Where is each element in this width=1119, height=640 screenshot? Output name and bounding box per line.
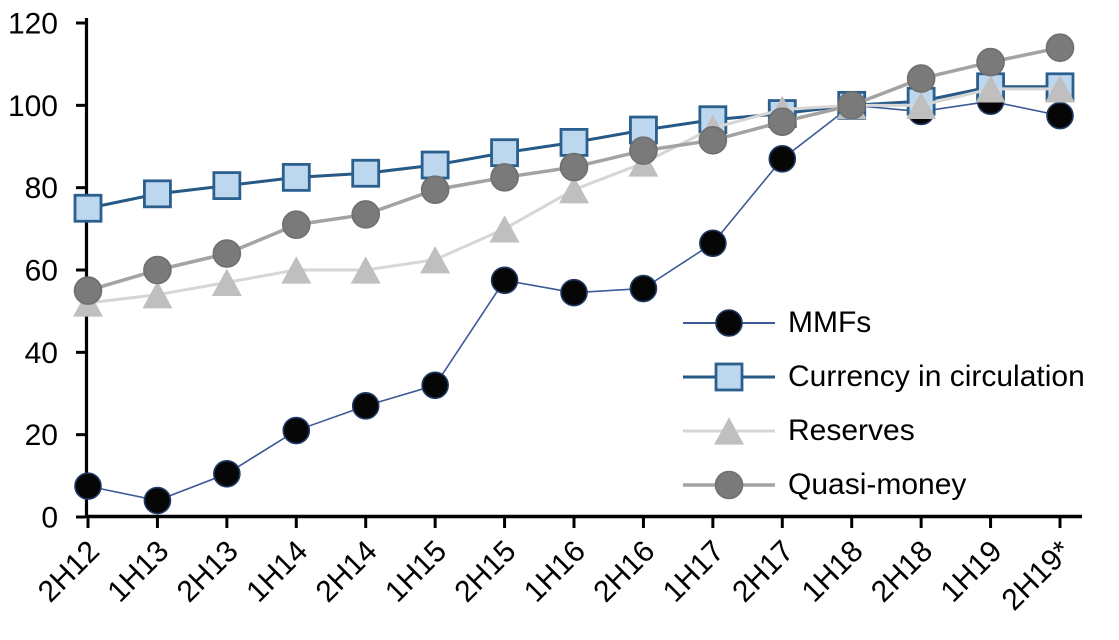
legend-label-currency-in-circulation: Currency in circulation: [788, 360, 1085, 393]
legend-item-reserves: Reserves: [683, 404, 1085, 458]
svg-text:60: 60: [25, 255, 58, 288]
svg-text:120: 120: [8, 8, 58, 41]
svg-text:2H14: 2H14: [310, 535, 384, 609]
chart-legend: MMFs Currency in circulation Reserves Qu…: [683, 296, 1085, 512]
svg-text:1H14: 1H14: [240, 535, 314, 609]
svg-text:1H18: 1H18: [796, 535, 870, 609]
svg-text:20: 20: [25, 419, 58, 452]
mmfs-marker-icon: [683, 305, 775, 341]
svg-text:100: 100: [8, 90, 58, 123]
svg-text:2H15: 2H15: [448, 535, 522, 609]
svg-text:2H17: 2H17: [726, 535, 800, 609]
svg-text:40: 40: [25, 337, 58, 370]
svg-text:2H19*: 2H19*: [996, 534, 1079, 617]
legend-item-currency-in-circulation: Currency in circulation: [683, 350, 1085, 404]
legend-item-quasi-money: Quasi-money: [683, 458, 1085, 512]
svg-text:1H17: 1H17: [657, 535, 731, 609]
svg-text:2H18: 2H18: [865, 535, 939, 609]
reserves-marker-icon: [683, 413, 775, 449]
legend-label-mmfs: MMFs: [788, 306, 872, 339]
svg-text:1H15: 1H15: [379, 535, 453, 609]
currency-marker-icon: [683, 359, 775, 395]
legend-label-quasi-money: Quasi-money: [788, 468, 967, 501]
legend-item-mmfs: MMFs: [683, 296, 1085, 350]
svg-text:2H12: 2H12: [32, 535, 106, 609]
svg-text:0: 0: [41, 502, 58, 535]
x-axis: 2H121H132H131H142H141H152H151H162H161H17…: [32, 514, 1082, 617]
y-axis: 0 20 40 60 80 100 120: [8, 8, 89, 535]
quasi-money-marker-icon: [683, 467, 775, 503]
legend-label-reserves: Reserves: [788, 414, 915, 447]
svg-text:1H19: 1H19: [934, 535, 1008, 609]
svg-text:2H13: 2H13: [171, 535, 245, 609]
svg-text:1H16: 1H16: [518, 535, 592, 609]
series-quasi-money: [73, 33, 1075, 305]
svg-text:2H16: 2H16: [587, 535, 661, 609]
svg-text:80: 80: [25, 172, 58, 205]
svg-text:1H13: 1H13: [101, 535, 175, 609]
